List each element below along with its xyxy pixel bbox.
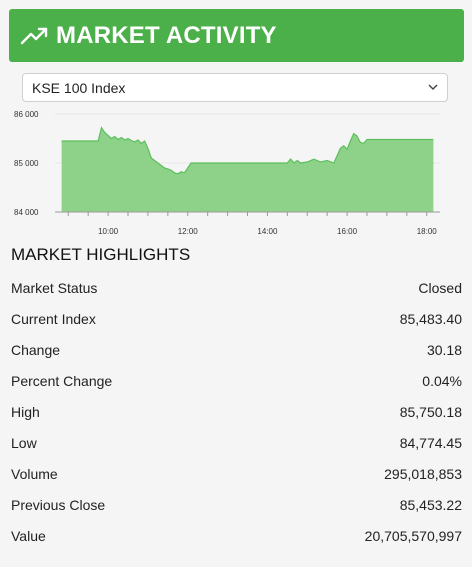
y-tick-label: 85 000: [14, 159, 39, 168]
chart-area: [61, 126, 434, 212]
highlight-value: 84,774.45: [399, 434, 462, 451]
highlight-row: Volume 295,018,853: [11, 458, 462, 489]
highlight-value: 20,705,570,997: [364, 527, 462, 544]
highlight-label: Current Index: [11, 310, 96, 327]
highlight-value: 85,750.18: [399, 403, 462, 420]
highlight-row: Low 84,774.45: [11, 427, 462, 458]
index-select[interactable]: KSE 100 Index: [22, 73, 448, 102]
highlight-label: Percent Change: [11, 372, 113, 389]
highlight-label: Volume: [11, 465, 58, 482]
index-area: [61, 127, 434, 212]
highlight-row: Value 20,705,570,997: [11, 520, 462, 551]
highlight-label: Previous Close: [11, 496, 106, 513]
highlight-label: High: [11, 403, 40, 420]
x-tick-label: 14:00: [257, 227, 278, 236]
page-title: MARKET ACTIVITY: [56, 21, 277, 49]
index-select-value: KSE 100 Index: [32, 79, 126, 96]
highlight-value: Closed: [418, 279, 462, 296]
highlight-value: 0.04%: [422, 372, 462, 389]
index-line: [61, 126, 434, 175]
x-tick-label: 12:00: [178, 227, 199, 236]
highlight-value: 295,018,853: [384, 465, 462, 482]
chevron-down-icon: [428, 84, 438, 90]
x-tick-label: 16:00: [337, 227, 358, 236]
index-chart: 86 000 85 000 84 000 10:00 12:00 14:00 16:00 18…: [14, 110, 440, 236]
highlight-row: Change 30.18: [11, 334, 462, 365]
trending-up-icon: [20, 27, 48, 44]
x-tick-label: 10:00: [98, 227, 119, 236]
highlight-row: Market Status Closed: [11, 272, 462, 303]
highlights-title: MARKET HIGHLIGHTS: [11, 245, 191, 264]
highlight-label: Change: [11, 341, 61, 358]
highlight-label: Market Status: [11, 279, 98, 296]
highlight-value: 85,483.40: [399, 310, 462, 327]
market-activity-header: MARKET ACTIVITY: [9, 9, 464, 62]
y-tick-label: 84 000: [14, 208, 39, 217]
highlights-table: Market Status Closed Current Index 85,483.…: [11, 272, 462, 551]
y-tick-label: 86 000: [14, 110, 39, 119]
chart-axes: 86 000 85 000 84 000 10:00 12:00 14:00 16:00 18…: [14, 110, 440, 236]
highlight-row: High 85,750.18: [11, 396, 462, 427]
highlight-value: 30.18: [426, 341, 462, 358]
highlight-value: 85,453.22: [399, 496, 462, 513]
highlight-row: Previous Close 85,453.22: [11, 489, 462, 520]
highlight-row: Current Index 85,483.40: [11, 303, 462, 334]
x-tick-label: 18:00: [417, 227, 438, 236]
highlight-label: Low: [11, 434, 37, 451]
highlight-label: Value: [11, 527, 46, 544]
highlight-row: Percent Change 0.04%: [11, 365, 462, 396]
